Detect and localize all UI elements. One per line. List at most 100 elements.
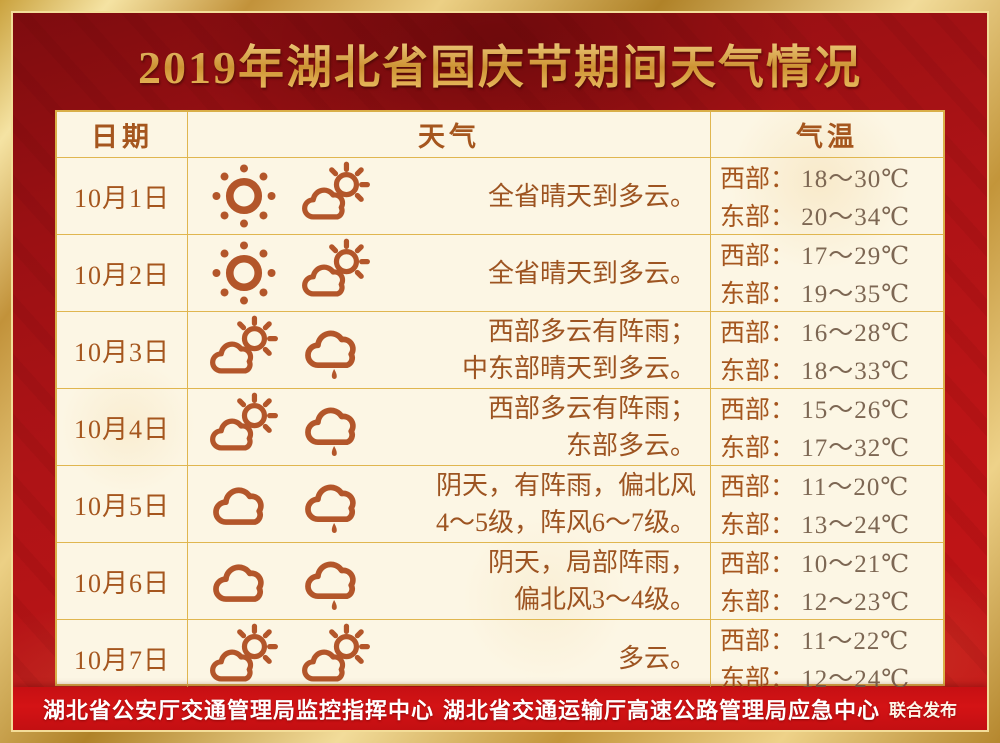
west-value: 18～30℃ bbox=[801, 166, 911, 194]
rain-icon bbox=[296, 466, 376, 542]
partly-cloudy-icon bbox=[204, 312, 284, 388]
east-label: 东部： bbox=[720, 203, 796, 231]
weather-description: 阴天，有阵雨，偏北风 4～5级，阵风6～7级。 bbox=[435, 471, 696, 537]
weather-icons bbox=[204, 312, 376, 388]
temperature-cell: 西部： 18～30℃ 东部： 20～34℃ bbox=[710, 158, 943, 234]
weather-description: 全省晴天到多云。 bbox=[487, 258, 696, 288]
footer-release-label: 联合发布 bbox=[889, 701, 957, 720]
weather-description: 西部多云有阵雨； 东部多云。 bbox=[487, 394, 696, 460]
east-label: 东部： bbox=[720, 588, 796, 616]
column-header-date: 日期 bbox=[91, 122, 153, 152]
weather-icons bbox=[204, 543, 376, 619]
date-cell: 10月7日 bbox=[73, 645, 170, 675]
column-header-temperature: 气温 bbox=[710, 112, 943, 157]
date-cell: 10月6日 bbox=[73, 568, 170, 598]
partly-cloudy-icon bbox=[204, 389, 284, 465]
east-label: 东部： bbox=[720, 511, 796, 539]
weather-description: 阴天，局部阵雨， 偏北风3～4级。 bbox=[487, 548, 696, 614]
east-label: 东部： bbox=[720, 357, 796, 385]
east-temperature: 东部： 19～35℃ bbox=[720, 274, 910, 310]
east-temperature: 东部： 17～32℃ bbox=[720, 428, 910, 464]
east-label: 东部： bbox=[720, 280, 796, 308]
east-temperature: 东部： 18～33℃ bbox=[720, 351, 910, 387]
temperature-cell: 西部： 16～28℃ 东部： 18～33℃ bbox=[710, 312, 943, 388]
west-value: 16～28℃ bbox=[801, 320, 911, 348]
weather-cell: 阴天，有阵雨，偏北风 4～5级，阵风6～7级。 bbox=[187, 466, 710, 542]
east-value: 20～34℃ bbox=[801, 203, 911, 231]
temperature-cell: 西部： 11～22℃ 东部： 12～24℃ bbox=[710, 620, 943, 696]
west-label: 西部： bbox=[720, 243, 796, 271]
east-value: 19～35℃ bbox=[801, 280, 911, 308]
cloudy-icon bbox=[204, 466, 284, 542]
temperature-cell: 西部： 17～29℃ 东部： 19～35℃ bbox=[710, 235, 943, 311]
page-title: 2019年湖北省国庆节期间天气情况 bbox=[13, 31, 987, 97]
column-header-weather: 天气 bbox=[187, 112, 710, 157]
table-row: 10月7日 多云。 西部： 11～22℃ 东部： 12～24℃ bbox=[57, 619, 943, 696]
east-temperature: 东部： 20～34℃ bbox=[720, 197, 910, 233]
weather-icons bbox=[204, 620, 376, 696]
weather-description: 西部多云有阵雨； 中东部晴天到多云。 bbox=[461, 317, 696, 383]
rain-icon bbox=[296, 389, 376, 465]
sunny-icon bbox=[204, 235, 284, 311]
east-value: 18～33℃ bbox=[801, 357, 911, 385]
west-label: 西部： bbox=[720, 474, 796, 502]
partly-cloudy-icon bbox=[204, 620, 284, 696]
footer-banner: 湖北省公安厅交通管理局监控指挥中心 湖北省交通运输厅高速公路管理局应急中心 联合… bbox=[13, 687, 987, 730]
weather-cell: 西部多云有阵雨； 中东部晴天到多云。 bbox=[187, 312, 710, 388]
west-temperature: 西部： 11～22℃ bbox=[720, 621, 909, 657]
west-value: 15～26℃ bbox=[801, 397, 911, 425]
west-temperature: 西部： 10～21℃ bbox=[720, 544, 910, 580]
west-value: 17～29℃ bbox=[801, 243, 911, 271]
east-label: 东部： bbox=[720, 434, 796, 462]
sunny-icon bbox=[204, 158, 284, 234]
rain-icon bbox=[296, 312, 376, 388]
date-cell: 10月2日 bbox=[73, 260, 170, 290]
west-label: 西部： bbox=[720, 320, 796, 348]
table-row: 10月2日 全省晴天到多云。 西部： 17～29℃ 东部： 19～35℃ bbox=[57, 234, 943, 311]
temperature-cell: 西部： 11～20℃ 东部： 13～24℃ bbox=[710, 466, 943, 542]
rain-icon bbox=[296, 543, 376, 619]
weather-cell: 多云。 bbox=[187, 620, 710, 696]
date-cell: 10月3日 bbox=[73, 337, 170, 367]
temperature-cell: 西部： 10～21℃ 东部： 12～23℃ bbox=[710, 543, 943, 619]
weather-icons bbox=[204, 235, 376, 311]
partly-cloudy-icon bbox=[296, 235, 376, 311]
weather-icons bbox=[204, 158, 376, 234]
table-row: 10月5日 阴天，有阵雨，偏北风 4～5级，阵风6～7级。 西部： 11～20℃ … bbox=[57, 465, 943, 542]
west-temperature: 西部： 11～20℃ bbox=[720, 467, 909, 503]
west-label: 西部： bbox=[720, 551, 796, 579]
footer-agency-1: 湖北省公安厅交通管理局监控指挥中心 bbox=[43, 697, 435, 723]
table-header-row: 日期 天气 气温 bbox=[57, 112, 943, 157]
west-temperature: 西部： 18～30℃ bbox=[720, 159, 910, 195]
partly-cloudy-icon bbox=[296, 620, 376, 696]
west-label: 西部： bbox=[720, 397, 796, 425]
cloudy-icon bbox=[204, 543, 284, 619]
east-value: 17～32℃ bbox=[801, 434, 911, 462]
table-row: 10月3日 西部多云有阵雨； 中东部晴天到多云。 西部： 16～28℃ 东部： 1… bbox=[57, 311, 943, 388]
weather-cell: 全省晴天到多云。 bbox=[187, 235, 710, 311]
footer-agency-2: 湖北省交通运输厅高速公路管理局应急中心 bbox=[443, 697, 881, 723]
poster-background: 2019年湖北省国庆节期间天气情况 日期 天气 气温 10月1日 全省晴天到多云… bbox=[11, 11, 989, 732]
table-row: 10月6日 阴天，局部阵雨， 偏北风3～4级。 西部： 10～21℃ 东部： 12… bbox=[57, 542, 943, 619]
weather-cell: 全省晴天到多云。 bbox=[187, 158, 710, 234]
east-value: 13～24℃ bbox=[801, 511, 911, 539]
weather-table: 日期 天气 气温 10月1日 全省晴天到多云。 西部： 18～30℃ bbox=[55, 110, 945, 696]
weather-icons bbox=[204, 389, 376, 465]
weather-cell: 西部多云有阵雨； 东部多云。 bbox=[187, 389, 710, 465]
west-value: 11～20℃ bbox=[801, 474, 910, 502]
table-row: 10月4日 西部多云有阵雨； 东部多云。 西部： 15～26℃ 东部： 17～32… bbox=[57, 388, 943, 465]
temperature-cell: 西部： 15～26℃ 东部： 17～32℃ bbox=[710, 389, 943, 465]
date-cell: 10月4日 bbox=[73, 414, 170, 444]
weather-cell: 阴天，局部阵雨， 偏北风3～4级。 bbox=[187, 543, 710, 619]
west-label: 西部： bbox=[720, 166, 796, 194]
table-row: 10月1日 全省晴天到多云。 西部： 18～30℃ 东部： 20～34℃ bbox=[57, 157, 943, 234]
date-cell: 10月5日 bbox=[73, 491, 170, 521]
weather-description: 全省晴天到多云。 bbox=[487, 181, 696, 211]
west-value: 11～22℃ bbox=[801, 628, 910, 656]
date-cell: 10月1日 bbox=[73, 183, 170, 213]
partly-cloudy-icon bbox=[296, 158, 376, 234]
west-label: 西部： bbox=[720, 628, 796, 656]
weather-icons bbox=[204, 466, 376, 542]
west-temperature: 西部： 16～28℃ bbox=[720, 313, 910, 349]
